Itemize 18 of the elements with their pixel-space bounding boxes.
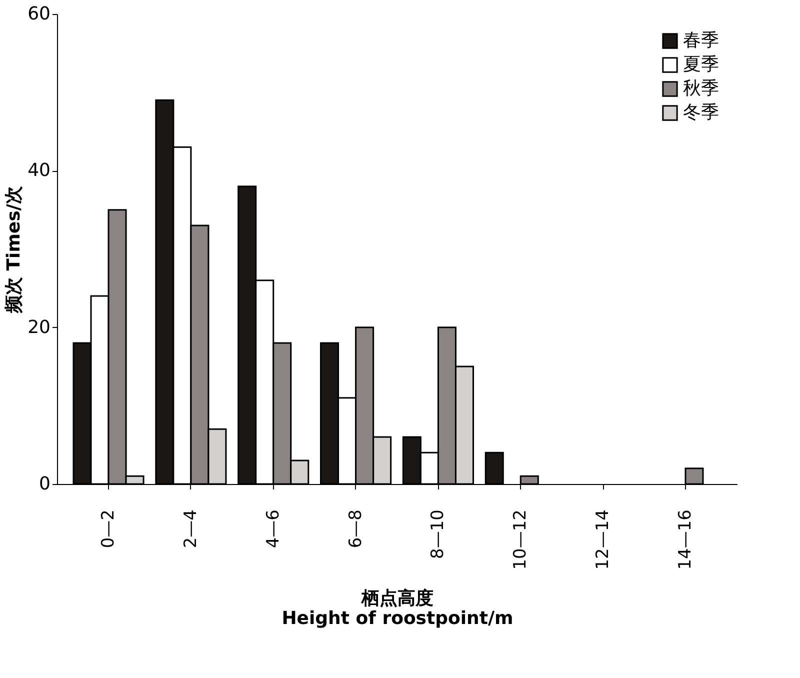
legend-label: 夏季 bbox=[683, 54, 719, 75]
y-tick-label: 0 bbox=[39, 474, 50, 494]
x-tick-label: 10—12 bbox=[510, 510, 531, 570]
x-tick-label: 2—4 bbox=[180, 510, 201, 548]
y-axis-title: 频次 Times/次 bbox=[4, 185, 25, 314]
x-tick-label: 0—2 bbox=[98, 510, 119, 548]
x-axis-title: 栖点高度 Height of roostpoint/m bbox=[282, 588, 514, 629]
legend-label: 冬季 bbox=[683, 102, 719, 123]
y-tick-label: 60 bbox=[28, 4, 50, 24]
x-tick-label: 8—10 bbox=[428, 510, 448, 559]
y-tick-label: 40 bbox=[28, 160, 50, 182]
x-tick-label: 14—16 bbox=[675, 510, 696, 570]
y-tick-label: 20 bbox=[28, 316, 50, 338]
legend-label: 秋季 bbox=[683, 78, 719, 99]
legend-label: 春季 bbox=[683, 30, 719, 51]
x-tick-label: 4—6 bbox=[263, 510, 284, 548]
x-tick-label: 12—14 bbox=[593, 510, 614, 570]
x-tick-label: 6—8 bbox=[346, 510, 366, 548]
